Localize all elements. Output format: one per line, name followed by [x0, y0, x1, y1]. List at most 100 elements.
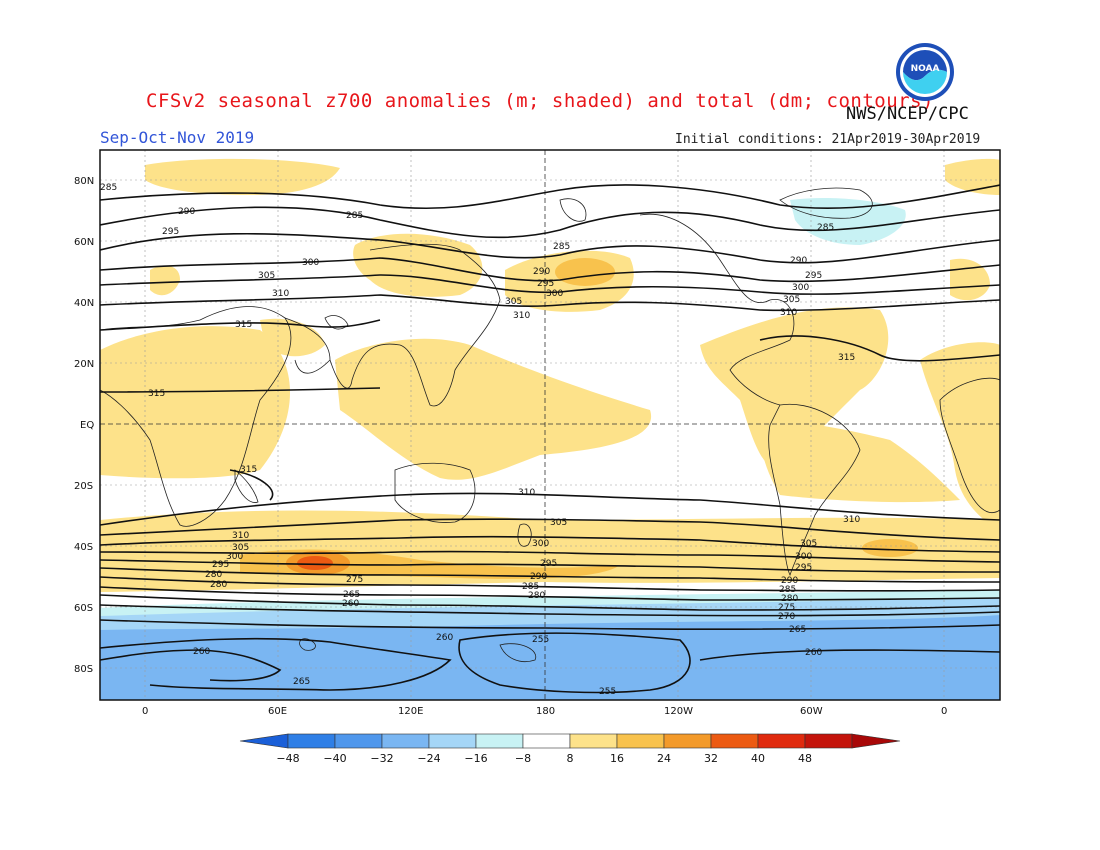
colorbar-swatch — [287, 733, 336, 749]
contour-label: 290 — [781, 576, 798, 586]
contour-label: 260 — [805, 648, 822, 658]
map-frame — [99, 149, 1001, 701]
colorbar-swatch — [522, 733, 571, 749]
contour-label: 300 — [532, 539, 549, 549]
contour-label: 270 — [778, 612, 795, 622]
contour-label: 290 — [533, 267, 550, 277]
reference-lines — [100, 150, 1000, 700]
contour-label: 260 — [342, 599, 359, 609]
contour-label: 295 — [795, 563, 812, 573]
colorbar-label: −32 — [370, 752, 393, 765]
lat-label: 40N — [74, 298, 94, 309]
contour-label: 310 — [513, 311, 530, 321]
colorbar: −48 −40 −32 −24 −16 −8 8 16 24 32 40 48 — [239, 733, 901, 765]
contour-label: 285 — [346, 211, 363, 221]
lon-label: 180 — [536, 706, 555, 717]
contour-label: 300 — [795, 552, 812, 562]
colorbar-swatch — [710, 733, 759, 749]
contour-label: 280 — [528, 591, 545, 601]
colorbar-swatch — [663, 733, 712, 749]
contour-label: 285 — [817, 223, 834, 233]
contour-label: 280 — [210, 580, 227, 590]
contour-label: 305 — [800, 539, 817, 549]
colorbar-swatch — [381, 733, 430, 749]
contour-label: 315 — [235, 320, 252, 330]
contour-label: 310 — [518, 488, 535, 498]
contour-label: 300 — [546, 289, 563, 299]
contour-label: 255 — [599, 687, 616, 697]
contour-label: 275 — [346, 575, 363, 585]
colorbar-label: 24 — [657, 752, 671, 765]
colorbar-label: −8 — [515, 752, 531, 765]
svg-text:NOAA: NOAA — [911, 64, 940, 74]
colorbar-swatch — [428, 733, 477, 749]
contour-label: 305 — [550, 518, 567, 528]
lat-label: 60N — [74, 237, 94, 248]
season-label: Sep-Oct-Nov 2019 — [100, 128, 255, 147]
contour-label: 295 — [540, 559, 557, 569]
contour-label: 265 — [293, 677, 310, 687]
contour-label: 265 — [789, 625, 806, 635]
colorbar-label: 48 — [798, 752, 812, 765]
contour-label: 295 — [537, 279, 554, 289]
contour-label: 265 — [343, 590, 360, 600]
colorbar-label: −16 — [464, 752, 487, 765]
contour-label: 310 — [232, 531, 249, 541]
colorbar-swatch — [757, 733, 806, 749]
lon-label: 0 — [941, 706, 947, 717]
contour-label: 310 — [843, 515, 860, 525]
contour-label: 305 — [258, 271, 275, 281]
lat-label: 80S — [74, 664, 93, 675]
colorbar-label: 40 — [751, 752, 765, 765]
colorbar-arrow-right — [851, 733, 901, 749]
lon-label: 60W — [800, 706, 823, 717]
lat-label: 80N — [74, 176, 94, 187]
colorbar-label: −48 — [276, 752, 299, 765]
contour-label: 295 — [162, 227, 179, 237]
longitude-axis: 0 60E 120E 180 120W 60W 0 — [142, 706, 947, 717]
latitude-axis: 80N 60N 40N 20N EQ 20S 40S 60S 80S — [74, 176, 94, 675]
contour-label: 260 — [193, 647, 210, 657]
lat-label: EQ — [80, 420, 94, 431]
contour-label: 305 — [783, 295, 800, 305]
contour-label: 300 — [792, 283, 809, 293]
contour-label: 260 — [436, 633, 453, 643]
lat-label: 40S — [74, 542, 93, 553]
contour-label: 315 — [148, 389, 165, 399]
contour-label: 275 — [778, 603, 795, 613]
colorbar-swatch — [616, 733, 665, 749]
contour-label: 280 — [205, 570, 222, 580]
colorbar-label: 16 — [610, 752, 624, 765]
lon-label: 120W — [664, 706, 693, 717]
contour-label: 285 — [553, 242, 570, 252]
contour-label: 300 — [302, 258, 319, 268]
contour-label: 305 — [232, 543, 249, 553]
contour-labels: 285 290 295 285 300 305 310 315 315 315 … — [100, 183, 860, 697]
contour-label: 300 — [226, 552, 243, 562]
contour-label: 315 — [838, 353, 855, 363]
colorbar-label: −40 — [323, 752, 346, 765]
colorbar-arrow-left — [239, 733, 289, 749]
noaa-logo: NOAA — [896, 43, 954, 101]
colorbar-label: 8 — [567, 752, 574, 765]
contour-label: 315 — [240, 465, 257, 475]
lat-label: 20S — [74, 481, 93, 492]
colorbar-swatch — [334, 733, 383, 749]
contour-label: 280 — [781, 594, 798, 604]
chart-title: CFSv2 seasonal z700 anomalies (m; shaded… — [146, 90, 934, 112]
initial-conditions-label: Initial conditions: 21Apr2019-30Apr2019 — [675, 132, 981, 147]
colorbar-swatch — [804, 733, 853, 749]
contour-label: 295 — [212, 560, 229, 570]
lat-label: 60S — [74, 603, 93, 614]
contour-label: 285 — [100, 183, 117, 193]
colorbar-label: 32 — [704, 752, 718, 765]
contour-label: 290 — [178, 207, 195, 217]
contour-label: 290 — [790, 256, 807, 266]
colorbar-swatch — [569, 733, 618, 749]
contour-label: 290 — [530, 572, 547, 582]
height-contours — [100, 184, 1000, 694]
contour-label: 285 — [522, 582, 539, 592]
contour-label: 295 — [805, 271, 822, 281]
contour-label: 305 — [505, 297, 522, 307]
